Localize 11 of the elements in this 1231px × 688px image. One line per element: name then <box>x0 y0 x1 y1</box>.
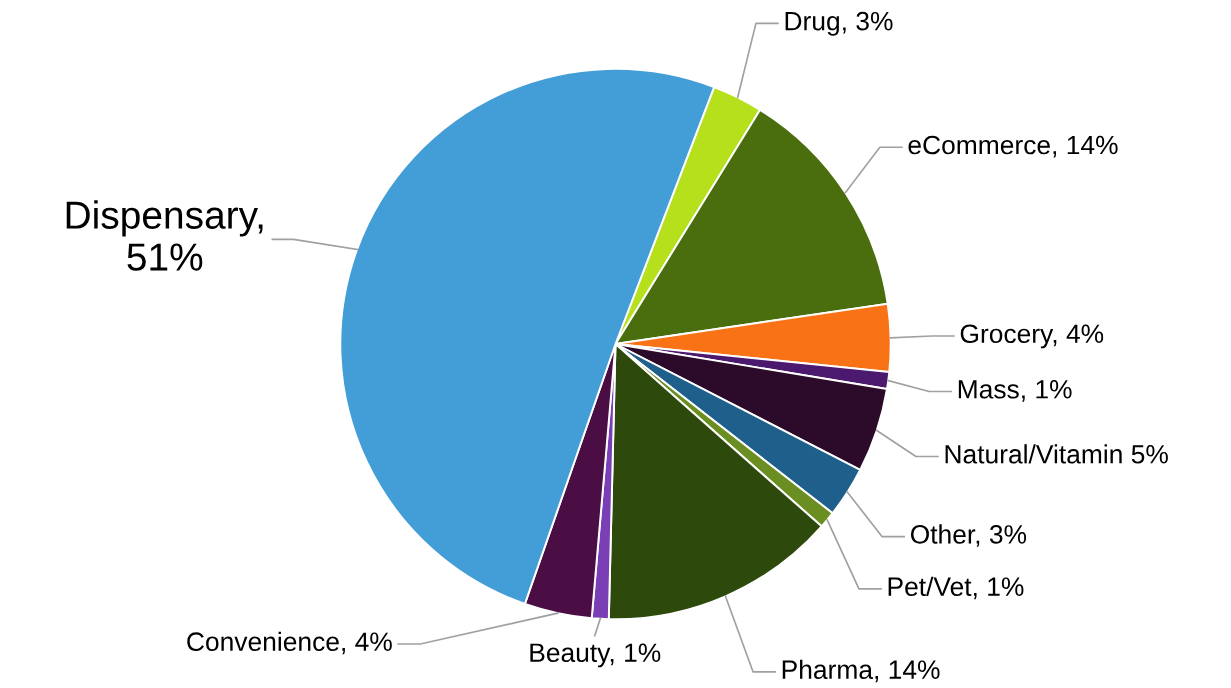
slice-label: Drug, 3% <box>785 11 893 36</box>
slice-label: Convenience, 4% <box>187 631 392 655</box>
slice-label: Dispensary, 51% <box>66 200 263 271</box>
slice-label: Mass, 1% <box>958 380 1072 402</box>
slice-label: Grocery, 4% <box>960 324 1104 349</box>
slice-label: Pharma, 14% <box>782 659 940 683</box>
slice-label: eCommerce, 14% <box>908 135 1118 158</box>
slice-label: Natural/Vitamin 5% <box>945 444 1168 464</box>
slice-label: Pet/Vet, 1% <box>888 576 1024 600</box>
slice-label: Beauty, 1% <box>530 643 661 668</box>
slice-label: Other, 3% <box>910 524 1027 547</box>
